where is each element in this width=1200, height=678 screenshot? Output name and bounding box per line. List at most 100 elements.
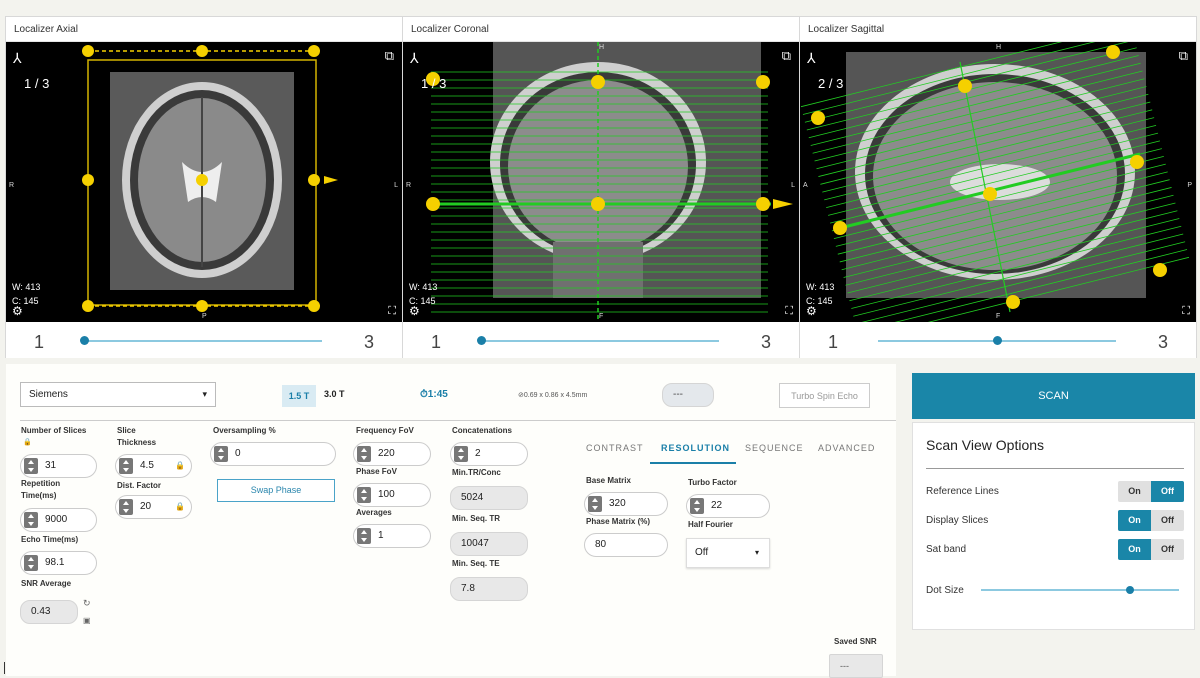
stepper-icon[interactable] — [119, 458, 133, 474]
slice-line — [818, 93, 1149, 177]
viewer-image-coronal[interactable]: ⅄ ⧉ 1 / 3 H R L F W: 413 C: 145 ⚙ ⛶ — [403, 42, 799, 322]
fullscreen-icon[interactable]: ⛶ — [388, 305, 396, 317]
slice-line — [820, 101, 1151, 185]
slider-thumb[interactable] — [993, 336, 1002, 345]
gear-icon[interactable]: ⚙ — [806, 304, 817, 318]
dist-input[interactable]: 20 🔒 — [115, 495, 192, 519]
dot-size-thumb[interactable] — [1125, 586, 1134, 594]
axial-image[interactable] — [6, 42, 402, 322]
concatenations-input[interactable]: 2 — [450, 442, 528, 466]
freq-fov-label: Frequency FoV — [356, 426, 414, 435]
viewer-image-axial[interactable]: ⅄ ⧉ 1 / 3 R L P W: 413 C: 145 ⚙ ⛶ — [6, 42, 402, 322]
stepper-icon[interactable] — [24, 458, 38, 474]
freq-fov-value: 220 — [378, 448, 395, 459]
stepper-icon[interactable] — [214, 446, 228, 462]
phase-matrix-input[interactable]: 80 — [584, 533, 668, 557]
toggle-off[interactable]: Off — [1151, 481, 1184, 502]
slice-slider[interactable]: 1 3 — [800, 322, 1196, 358]
vendor-select[interactable]: Siemens ▾ — [20, 382, 216, 407]
display-slices-toggle[interactable]: On Off — [1118, 510, 1184, 531]
min-seq-te-value: 7.8 — [450, 577, 528, 601]
lock-icon[interactable]: 🔒 — [23, 439, 32, 446]
tab-sequence[interactable]: SEQUENCE — [745, 443, 804, 453]
toggle-on[interactable]: On — [1128, 486, 1141, 496]
viewer-axial: Localizer Axial ⅄ ⧉ 1 / 3 R L P W: 413 C… — [5, 16, 403, 358]
averages-input[interactable]: 1 — [353, 524, 431, 548]
gear-icon[interactable]: ⚙ — [12, 304, 23, 318]
axes-icon[interactable]: ⅄ — [410, 50, 419, 66]
sat-band-toggle[interactable]: On Off — [1118, 539, 1184, 560]
slider-track[interactable] — [878, 336, 1116, 345]
slice-line — [816, 86, 1147, 170]
base-matrix-label: Base Matrix — [586, 476, 631, 485]
te-input[interactable]: 98.1 — [20, 551, 97, 575]
scan-button[interactable]: SCAN — [912, 373, 1195, 419]
refresh-icon[interactable]: ↻ — [83, 598, 91, 608]
half-fourier-select[interactable]: Off ▾ — [686, 538, 770, 568]
oversampling-input[interactable]: 0 — [210, 442, 336, 466]
save-icon[interactable]: ▣ — [83, 616, 91, 625]
toggle-on[interactable]: On — [1118, 539, 1151, 560]
toggle-off[interactable]: Off — [1161, 515, 1174, 525]
num-slices-input[interactable]: 31 — [20, 454, 97, 478]
copy-icon[interactable]: ⧉ — [384, 48, 394, 63]
tab-contrast[interactable]: CONTRAST — [586, 443, 644, 453]
window-width: W: 413 — [12, 282, 41, 292]
window-center: C: 145 — [409, 296, 436, 306]
base-matrix-input[interactable]: 320 — [584, 492, 668, 516]
tr-input[interactable]: 9000 — [20, 508, 97, 532]
stepper-icon[interactable] — [690, 498, 704, 514]
stepper-icon[interactable] — [357, 528, 371, 544]
field-1-5t-button[interactable]: 1.5 T — [282, 385, 316, 407]
fullscreen-icon[interactable]: ⛶ — [1182, 305, 1190, 317]
slice-slider[interactable]: 1 3 — [6, 322, 402, 358]
stepper-icon[interactable] — [24, 512, 38, 528]
stepper-icon[interactable] — [24, 555, 38, 571]
slider-thumb[interactable] — [477, 336, 486, 345]
stepper-icon[interactable] — [454, 446, 468, 462]
copy-icon[interactable]: ⧉ — [1178, 48, 1188, 63]
tab-resolution[interactable]: RESOLUTION — [661, 443, 731, 453]
options-title: Scan View Options — [926, 437, 1045, 453]
viewer-image-sagittal[interactable]: ⅄ ⧉ 2 / 3 H A P F W: 413 C: 145 ⚙ ⛶ — [800, 42, 1196, 322]
phase-fov-input[interactable]: 100 — [353, 483, 431, 507]
field-3t-button[interactable]: 3.0 T — [324, 389, 345, 399]
slider-thumb[interactable] — [80, 336, 89, 345]
slider-track[interactable] — [477, 336, 719, 345]
orientation-bottom: F — [996, 313, 1001, 320]
oversampling-value: 0 — [235, 448, 241, 459]
window-center: C: 145 — [806, 296, 833, 306]
phase-fov-label: Phase FoV — [356, 467, 397, 476]
gear-icon[interactable]: ⚙ — [409, 304, 420, 318]
stepper-icon[interactable] — [357, 487, 371, 503]
slider-track[interactable] — [80, 336, 322, 345]
slice-line — [833, 156, 1164, 240]
sequence-chip[interactable]: Turbo Spin Echo — [779, 383, 870, 408]
dot-size-slider[interactable] — [981, 589, 1179, 591]
stepper-icon[interactable] — [119, 499, 133, 515]
num-slices-value: 31 — [45, 460, 57, 471]
coronal-image[interactable] — [403, 42, 799, 322]
stepper-icon[interactable] — [588, 496, 602, 512]
toggle-on[interactable]: On — [1118, 510, 1151, 531]
turbo-factor-input[interactable]: 22 — [686, 494, 770, 518]
thickness-input[interactable]: 4.5 🔒 — [115, 454, 192, 478]
slider-min: 1 — [34, 332, 45, 352]
axes-icon[interactable]: ⅄ — [13, 50, 22, 66]
sagittal-image[interactable] — [800, 42, 1196, 322]
reference-lines-toggle[interactable]: On Off — [1118, 481, 1184, 502]
slider-max: 3 — [760, 332, 771, 352]
slice-line — [828, 132, 1159, 216]
tab-advanced[interactable]: ADVANCED — [818, 443, 876, 453]
swap-phase-button[interactable]: Swap Phase — [217, 479, 335, 502]
slice-slider[interactable]: 1 3 — [403, 322, 799, 358]
toggle-off[interactable]: Off — [1161, 544, 1174, 554]
axes-icon[interactable]: ⅄ — [807, 50, 816, 66]
stepper-icon[interactable] — [357, 446, 371, 462]
viewer-title: Localizer Sagittal — [800, 17, 1196, 42]
freq-fov-input[interactable]: 220 — [353, 442, 431, 466]
dot-size-label: Dot Size — [926, 585, 964, 596]
orientation-left: R — [9, 182, 15, 189]
copy-icon[interactable]: ⧉ — [781, 48, 791, 63]
fullscreen-icon[interactable]: ⛶ — [785, 305, 793, 317]
